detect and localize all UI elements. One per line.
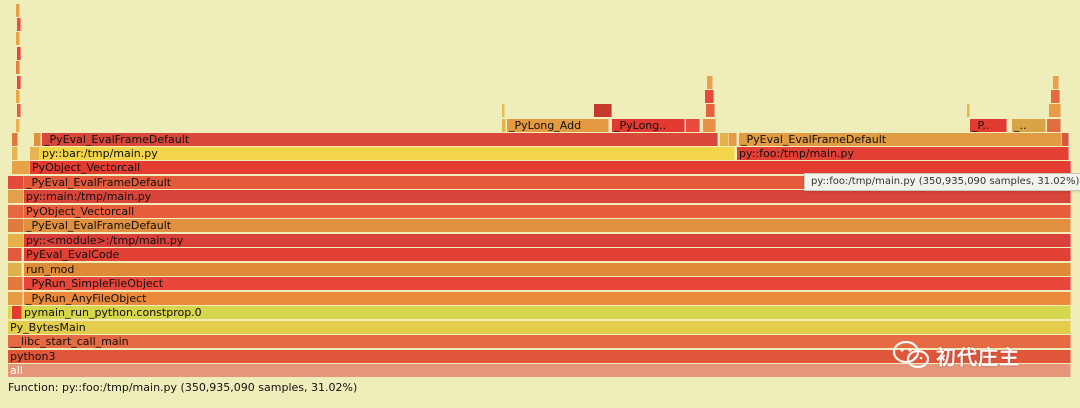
flame-frame[interactable]: _PyRun_AnyFileObject <box>24 292 1071 305</box>
flame-frame[interactable]: _PyEval_EvalFrameDefault <box>24 219 1071 232</box>
flame-frame-unlabeled[interactable] <box>8 234 24 247</box>
flame-frame[interactable]: run_mod <box>24 263 1071 276</box>
flame-frame-unlabeled[interactable] <box>720 133 729 146</box>
flame-frame-unlabeled[interactable] <box>12 306 22 319</box>
flame-frame[interactable]: pymain_run_python.constprop.0 <box>22 306 1071 319</box>
flame-frame[interactable]: _PyLong.. <box>612 119 685 132</box>
flame-frame-unlabeled[interactable] <box>967 104 970 117</box>
flame-frame-unlabeled[interactable] <box>703 119 716 132</box>
flame-frame-unlabeled[interactable] <box>8 277 23 290</box>
flame-frame[interactable]: _.. <box>1012 119 1046 132</box>
flame-frame-unlabeled[interactable] <box>12 161 30 174</box>
flame-frame-unlabeled[interactable] <box>502 104 505 117</box>
flame-frame-unlabeled[interactable] <box>12 147 18 160</box>
flame-frame-unlabeled[interactable] <box>16 4 20 17</box>
flame-frame-unlabeled[interactable] <box>1062 133 1069 146</box>
flame-frame-unlabeled[interactable] <box>1053 76 1059 89</box>
flame-frame[interactable]: _PyRun_SimpleFileObject <box>24 277 1071 290</box>
flame-frame-unlabeled[interactable] <box>1047 119 1061 132</box>
watermark-text: 初代庄主 <box>936 344 1020 369</box>
flame-frame[interactable]: Py_BytesMain <box>8 321 1071 334</box>
status-bar: Function: py::foo:/tmp/main.py (350,935,… <box>8 381 358 394</box>
frame-tooltip: py::foo:/tmp/main.py (350,935,090 sample… <box>804 173 1080 191</box>
flame-frame-unlabeled[interactable] <box>12 133 18 146</box>
flame-frame-unlabeled[interactable] <box>30 147 40 160</box>
flame-frame[interactable]: py::main:/tmp/main.py <box>24 190 1071 203</box>
flame-frame-unlabeled[interactable] <box>16 32 20 45</box>
flame-frame-unlabeled[interactable] <box>502 119 506 132</box>
flame-frame[interactable]: py::bar:/tmp/main.py <box>40 147 735 160</box>
flame-frame-unlabeled[interactable] <box>706 104 715 117</box>
flame-frame[interactable]: PyObject_Vectorcall <box>30 161 1071 174</box>
flame-frame-unlabeled[interactable] <box>16 119 20 132</box>
flame-frame[interactable]: py::<module>:/tmp/main.py <box>24 234 1071 247</box>
flame-frame[interactable]: _PyLong_Add <box>507 119 609 132</box>
flame-frame-unlabeled[interactable] <box>686 119 700 132</box>
flame-frame-unlabeled[interactable] <box>17 18 21 31</box>
flame-frame-unlabeled[interactable] <box>17 47 21 60</box>
flame-frame[interactable]: __libc_start_call_main <box>8 335 1071 348</box>
flame-frame-unlabeled[interactable] <box>594 104 612 117</box>
flame-frame-unlabeled[interactable] <box>16 61 20 74</box>
flame-frame-unlabeled[interactable] <box>16 90 20 103</box>
flame-frame-unlabeled[interactable] <box>8 263 22 276</box>
flame-frame-unlabeled[interactable] <box>8 248 22 261</box>
flame-frame-unlabeled[interactable] <box>8 292 23 305</box>
flame-frame-unlabeled[interactable] <box>8 306 12 319</box>
flame-frame-unlabeled[interactable] <box>707 76 713 89</box>
flame-frame[interactable]: all <box>8 364 1071 377</box>
flame-frame-unlabeled[interactable] <box>17 76 21 89</box>
flame-frame[interactable]: PyEval_EvalCode <box>24 248 1071 261</box>
flame-frame-unlabeled[interactable] <box>8 205 24 218</box>
flame-frame-unlabeled[interactable] <box>34 133 41 146</box>
flame-frame-unlabeled[interactable] <box>8 219 24 232</box>
flame-frame-unlabeled[interactable] <box>705 90 714 103</box>
wechat-icon <box>892 340 930 369</box>
flame-frame[interactable]: PyObject_Vectorcall <box>24 205 1071 218</box>
flame-frame-unlabeled[interactable] <box>729 133 737 146</box>
flame-frame[interactable]: py::foo:/tmp/main.py <box>737 147 1069 160</box>
flame-frame[interactable]: _PyEval_EvalFrameDefault <box>42 133 718 146</box>
flame-frame-unlabeled[interactable] <box>1051 90 1060 103</box>
watermark: 初代庄主 <box>892 340 1020 370</box>
flame-graph: all python3 __libc_start_call_main Py_Bytes… <box>8 4 1071 377</box>
flame-frame[interactable]: _P.. <box>970 119 1007 132</box>
flame-frame[interactable]: _PyEval_EvalFrameDefault <box>739 133 1062 146</box>
flame-frame-unlabeled[interactable] <box>17 104 21 117</box>
flame-frame[interactable]: python3 <box>8 350 1071 363</box>
flame-frame-unlabeled[interactable] <box>1049 104 1061 117</box>
flame-frame-unlabeled[interactable] <box>8 190 24 203</box>
flame-frame-unlabeled[interactable] <box>8 176 24 189</box>
